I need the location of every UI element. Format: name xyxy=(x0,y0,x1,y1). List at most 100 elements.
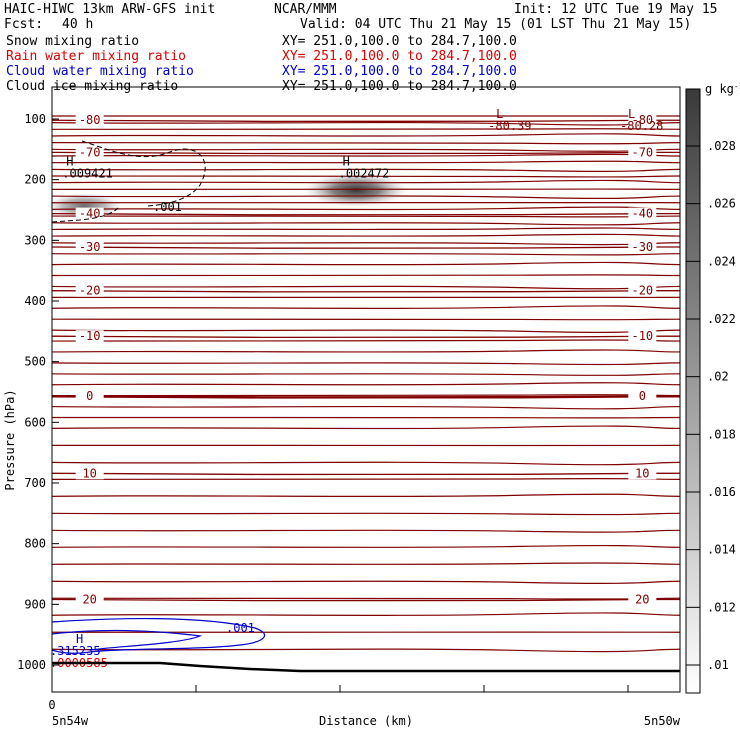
isotherm-line-labelled xyxy=(51,151,681,155)
temp-min-l: L xyxy=(496,107,503,121)
temperature-extrema: L-80.39L-80.28 xyxy=(488,107,663,133)
x-tick-zero: 0 xyxy=(48,698,55,712)
isotherm-line xyxy=(51,362,681,366)
isotherm-line xyxy=(51,285,681,290)
isotherm-line xyxy=(51,160,681,164)
ice-max-value: .009421 xyxy=(62,167,113,181)
colorbar-tick-label: .018 xyxy=(707,427,736,441)
isotherm-label: -70 xyxy=(631,145,653,159)
y-tick-label: 600 xyxy=(24,415,46,429)
isotherm-label: -30 xyxy=(79,240,101,254)
isotherm-line-labelled xyxy=(51,335,681,339)
snow-contour xyxy=(51,140,206,223)
isotherm-line xyxy=(51,305,681,309)
isotherm-line xyxy=(51,405,681,410)
colorbar-unit: g kg-1 xyxy=(705,82,740,96)
isotherm-line-labelled xyxy=(51,246,681,250)
isotherm-label-bg xyxy=(628,207,657,220)
cloud-water-max-value: .315235 xyxy=(50,644,101,658)
isotherm-line xyxy=(51,373,681,376)
isotherm-label: 0 xyxy=(86,389,93,403)
isotherm-label-bg xyxy=(628,593,657,606)
colorbar-ticks: .01 .012 .014 .016 .018 .02 .022 .024 .026 .028 xyxy=(686,139,736,672)
isotherm-label: 20 xyxy=(82,592,96,606)
isotherm-label-bg xyxy=(75,330,104,343)
isotherm-line xyxy=(51,648,681,653)
x-end-label: 5n50w xyxy=(644,714,681,728)
isotherm-line-labelled xyxy=(51,212,681,216)
colorbar-tick-label: .022 xyxy=(707,312,736,326)
isotherm-label-bg xyxy=(75,146,104,159)
isotherm-line xyxy=(51,580,681,584)
cloud-water-contour-label: .001 xyxy=(226,621,255,635)
colorbar-tick-label: .014 xyxy=(707,543,736,557)
model-title: HAIC-HIWC 13km ARW-GFS init xyxy=(4,2,216,17)
ice-max-value: .002472 xyxy=(339,167,390,181)
isotherm-label-bg xyxy=(75,207,104,220)
colorbar xyxy=(685,88,701,694)
forecast-hour: 40 h xyxy=(62,17,94,32)
y-tick-label: 800 xyxy=(24,537,46,551)
isotherm-label-bg xyxy=(628,284,657,297)
isotherm-line xyxy=(51,148,681,152)
isotherm-label-bg xyxy=(628,467,657,480)
isotherm-line xyxy=(51,274,681,277)
cloud-water-max-h: H xyxy=(76,632,83,646)
isotherm-line xyxy=(51,215,681,218)
colorbar-tick-label: .012 xyxy=(707,600,736,614)
isotherm-label-bg xyxy=(75,467,104,480)
isotherm-label: -40 xyxy=(631,207,653,221)
isotherm-labels: -80 -80 -70 -70 -40 -40 -30 -30 -20 -20 -10 -10 0 0 10… xyxy=(75,113,657,606)
y-tick-label: 100 xyxy=(24,112,46,126)
field-cloudwater-name: Cloud water mixing ratio xyxy=(6,64,194,79)
isotherm-line xyxy=(51,168,681,172)
isotherm-label: 0 xyxy=(639,389,646,403)
isotherm-line xyxy=(51,339,681,342)
colorbar-tick-label: .016 xyxy=(707,485,736,499)
isotherm-line xyxy=(51,133,681,137)
y-tick-label: 200 xyxy=(24,173,46,187)
isotherm-line xyxy=(51,121,681,126)
y-axis-title: Pressure (hPa) xyxy=(3,389,17,490)
isotherm-line xyxy=(51,222,681,226)
ice-region-central xyxy=(304,173,408,207)
isotherm-label: -20 xyxy=(79,284,101,298)
field-rain-xy: XY= 251.0,100.0 to 284.7,100.0 xyxy=(282,49,517,64)
isotherm-line xyxy=(51,261,681,266)
cloud-water-contour-inner xyxy=(51,629,203,651)
isotherm-line-labelled xyxy=(51,472,681,476)
isotherm-line xyxy=(51,233,681,237)
y-tick-label: 700 xyxy=(24,476,46,490)
isotherm-label-bg xyxy=(75,114,104,127)
y-tick-label: 900 xyxy=(24,597,46,611)
isotherm-label: -80 xyxy=(79,113,101,127)
isotherm-line-labelled xyxy=(51,119,681,123)
isotherm-lines xyxy=(51,115,681,653)
y-tick-label: 500 xyxy=(24,355,46,369)
isotherm-label-bg xyxy=(628,146,657,159)
ice-region-west xyxy=(50,193,126,219)
x-axis-title: Distance (km) xyxy=(319,714,413,728)
colorbar-tick-label: .028 xyxy=(707,139,736,153)
isotherm-line xyxy=(51,253,681,256)
isotherm-label-bg xyxy=(628,390,657,403)
ice-max-h: H xyxy=(343,155,350,169)
ice-max-h: H xyxy=(66,155,73,169)
isotherm-label: -40 xyxy=(79,207,101,221)
isotherm-label: 10 xyxy=(635,466,649,480)
isotherm-line xyxy=(51,493,681,498)
snow-contour-label: .001 xyxy=(153,200,182,214)
temp-min-value: -80.39 xyxy=(488,119,531,133)
colorbar-tick-label: .024 xyxy=(707,254,736,268)
isotherm-line xyxy=(51,142,681,145)
x-axis xyxy=(51,685,629,692)
isotherm-line xyxy=(51,478,681,480)
temp-min-l: L xyxy=(628,107,635,121)
isotherm-label: -10 xyxy=(79,329,101,343)
y-tick-label: 300 xyxy=(24,233,46,247)
field-snow-xy: XY= 251.0,100.0 to 284.7,100.0 xyxy=(282,34,517,49)
isotherm-line xyxy=(51,512,681,516)
isotherm-label-bg xyxy=(75,390,104,403)
